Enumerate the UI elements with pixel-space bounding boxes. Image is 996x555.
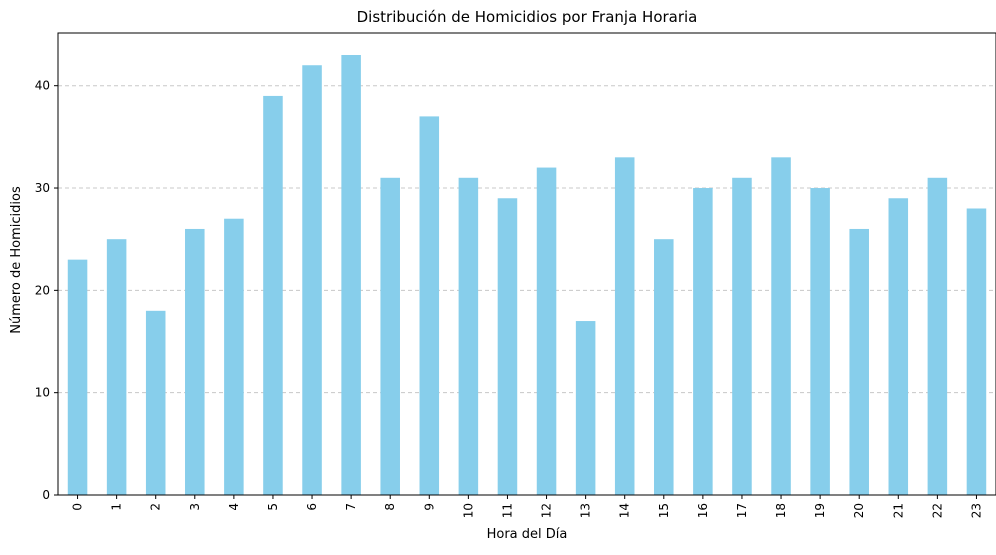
axes-frame <box>57 32 996 496</box>
x-tick-label-9: 9 <box>422 503 436 511</box>
x-tick-label-8: 8 <box>383 503 397 511</box>
bar-hour-12 <box>536 167 557 495</box>
bar-hour-0 <box>67 259 88 495</box>
bar-hour-22 <box>927 177 948 495</box>
x-tick-label-5: 5 <box>266 503 280 511</box>
grid-layer <box>58 85 996 394</box>
bar-hour-7 <box>341 55 361 495</box>
x-tick-label-16: 16 <box>696 503 710 518</box>
bar-hour-4 <box>224 218 244 495</box>
bar-hour-6 <box>302 65 322 496</box>
x-tick-label-17: 17 <box>735 503 749 518</box>
bars-layer <box>67 55 987 496</box>
bar-hour-21 <box>888 198 909 496</box>
x-tick-label-11: 11 <box>500 503 514 518</box>
bar-hour-8 <box>380 177 400 495</box>
x-tick-label-2: 2 <box>149 503 163 511</box>
y-tick-label-40: 40 <box>35 79 50 93</box>
x-tick-label-23: 23 <box>969 503 983 518</box>
x-tick-label-3: 3 <box>188 503 202 511</box>
x-tick-label-18: 18 <box>774 503 788 518</box>
x-tick-label-0: 0 <box>71 503 85 511</box>
x-tick-label-21: 21 <box>891 503 905 518</box>
x-tick-label-13: 13 <box>579 503 593 518</box>
x-axis-title: Hora del Día <box>487 527 568 542</box>
y-tick-label-10: 10 <box>35 386 50 400</box>
x-tick-label-20: 20 <box>852 503 866 518</box>
bar-hour-17 <box>732 177 752 495</box>
y-tick-label-0: 0 <box>42 488 50 502</box>
bar-hour-2 <box>145 310 166 495</box>
bar-hour-19 <box>810 188 830 495</box>
y-tick-label-20: 20 <box>35 283 50 297</box>
bar-hour-14 <box>614 157 635 496</box>
x-tick-label-4: 4 <box>227 503 241 511</box>
bar-hour-15 <box>654 239 674 495</box>
x-tick-label-6: 6 <box>305 503 319 511</box>
chart-title: Distribución de Homicidios por Franja Ho… <box>357 8 698 26</box>
bar-hour-5 <box>263 95 283 495</box>
y-axis-title: Número de Homicidios <box>9 186 24 334</box>
axes-layer <box>57 32 996 496</box>
bar-hour-23 <box>966 208 987 495</box>
bar-hour-3 <box>185 228 205 495</box>
y-tick-label-30: 30 <box>35 181 50 195</box>
bar-hour-13 <box>575 321 596 495</box>
bar-hour-11 <box>497 198 518 496</box>
x-tick-label-15: 15 <box>657 503 671 518</box>
x-tick-label-1: 1 <box>110 503 124 511</box>
bar-hour-18 <box>771 157 791 496</box>
x-tick-label-7: 7 <box>344 503 358 511</box>
bar-hour-1 <box>106 239 127 495</box>
x-tick-label-12: 12 <box>540 503 554 518</box>
x-tick-label-10: 10 <box>461 503 475 518</box>
bar-hour-9 <box>419 116 440 495</box>
bar-hour-16 <box>693 188 713 495</box>
bar-hour-10 <box>458 177 479 495</box>
bar-hour-20 <box>849 228 869 495</box>
x-tick-label-22: 22 <box>930 503 944 518</box>
x-tick-label-14: 14 <box>618 503 632 518</box>
x-tick-label-19: 19 <box>813 503 827 518</box>
